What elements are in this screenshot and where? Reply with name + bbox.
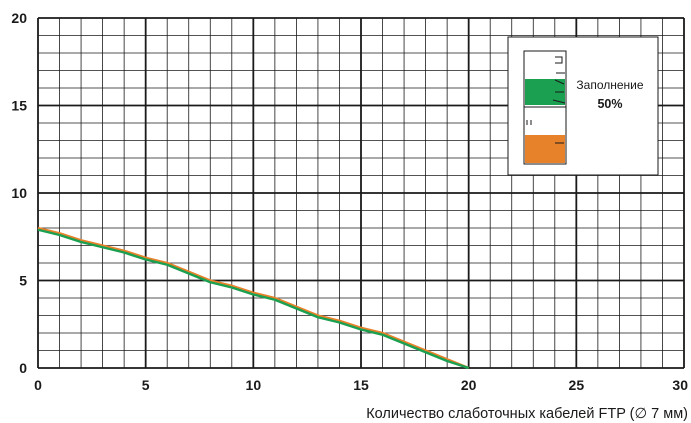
conduit-fill-bottom <box>525 135 565 163</box>
x-tick-label: 25 <box>569 377 585 393</box>
series <box>37 226 470 370</box>
x-tick-label: 15 <box>353 377 369 393</box>
x-tick-label: 30 <box>672 377 688 393</box>
y-tick-label: 5 <box>19 273 27 289</box>
conduit-icon <box>523 50 567 165</box>
y-tick-label: 15 <box>11 98 27 114</box>
y-tick-label: 0 <box>19 360 27 376</box>
x-tick-label: 10 <box>246 377 262 393</box>
x-tick-label: 5 <box>142 377 150 393</box>
y-tick-label: 10 <box>11 185 27 201</box>
legend: Заполнение 50% <box>507 36 659 176</box>
series-line-2 <box>37 228 470 370</box>
x-tick-label: 0 <box>34 377 42 393</box>
legend-value: 50% <box>597 97 622 111</box>
series-line-1 <box>37 226 470 370</box>
y-tick-labels: 0 5 10 15 20 <box>11 10 27 376</box>
x-axis-label: Количество слаботочных кабелей FTP (∅ 7 … <box>366 406 688 422</box>
y-tick-label: 20 <box>11 10 27 26</box>
x-tick-label: 20 <box>461 377 477 393</box>
x-tick-labels: 0 5 10 15 20 25 30 <box>34 377 688 393</box>
legend-label: Заполнение <box>576 78 643 92</box>
